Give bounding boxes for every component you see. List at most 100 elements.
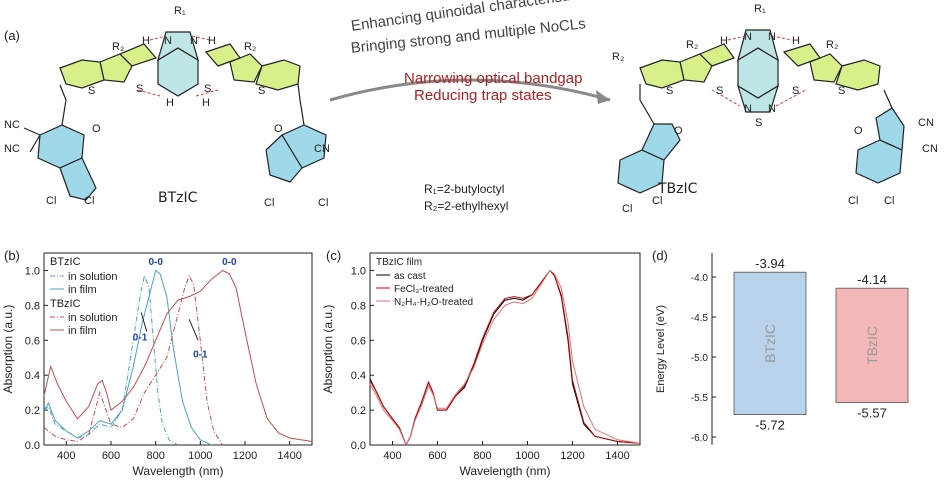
- x-tick-label: 600: [428, 450, 446, 462]
- annotation-arrow: [188, 319, 199, 341]
- series-line: [43, 274, 224, 446]
- y-axis-label: Absorption (a.u.): [321, 305, 335, 394]
- svg-text:Cl: Cl: [652, 195, 662, 207]
- svg-text:NC: NC: [4, 119, 20, 131]
- energy-level-chart: -4.0 -4.5 -5.0 -5.5 -6.0 Energy Level (eV) -3.…: [655, 253, 909, 445]
- series-line: [43, 269, 212, 446]
- svg-text:Cl: Cl: [622, 203, 632, 215]
- svg-text:O: O: [274, 123, 283, 135]
- svg-text:H: H: [142, 35, 150, 47]
- homo-label: -5.72: [755, 418, 785, 433]
- annotation-tbzic-01: 0-1: [193, 350, 208, 361]
- panel-b-label: (b): [4, 248, 20, 263]
- legend-btzic-title: BTzIC: [50, 256, 81, 268]
- x-tick-label: 400: [383, 450, 401, 462]
- svg-text:CN: CN: [314, 143, 330, 155]
- btzic-structure: R₁ N N H H H H R₂ R₂ S S S S O O NC NC C…: [4, 5, 330, 209]
- svg-text:R₂: R₂: [244, 41, 256, 53]
- x-tick-label: 1200: [233, 450, 257, 462]
- svg-text:Cl: Cl: [848, 195, 858, 207]
- svg-text:S: S: [258, 85, 265, 97]
- svg-text:S: S: [204, 83, 211, 95]
- y-tick-label: -4.0: [691, 273, 709, 284]
- y-tick-label: 0.0: [351, 440, 366, 452]
- svg-text:CN: CN: [918, 117, 934, 129]
- arrow-text-bottom-2: Reducing trap states: [414, 87, 552, 104]
- legend-tbzic-film: in film: [68, 325, 97, 337]
- svg-text:O: O: [92, 123, 101, 135]
- legend-n2h4: N₂H₄·H₂O-treated: [394, 297, 473, 308]
- x-tick-label: 1000: [188, 450, 212, 462]
- bar-name-label: BTzIC: [762, 324, 778, 363]
- tbzic-name: TBzIC: [658, 181, 698, 197]
- annotation-arrow: [140, 312, 148, 332]
- transformation-arrow: [329, 78, 611, 104]
- y-tick-label: -5.0: [691, 353, 709, 364]
- svg-text:R₁: R₁: [754, 3, 766, 15]
- annotation-tbzic-00: 0-0: [222, 257, 237, 268]
- absorption-chart-c: 400 600 800 1000 1200 1400 0.0 0.2 0.4 0.6 0.8 1.0 W…: [321, 252, 641, 478]
- svg-text:N: N: [768, 103, 776, 115]
- svg-text:S: S: [88, 85, 95, 97]
- lumo-label: -3.94: [755, 256, 785, 271]
- x-tick-label: 1200: [560, 450, 584, 462]
- annotation-btzic-00: 0-0: [148, 257, 163, 268]
- y-tick-label: 0.4: [351, 370, 366, 382]
- y-tick-label: 0.2: [25, 405, 40, 417]
- x-tick-label: 800: [473, 450, 491, 462]
- tbzic-structure: R₁ N N H H N N S R₂ R₂ R₂ S S S S O O NC…: [612, 3, 938, 215]
- svg-text:R₂: R₂: [686, 39, 698, 51]
- legend-fecl3: FeCl₃-treated: [394, 284, 454, 295]
- lumo-label: -4.14: [857, 272, 887, 287]
- x-tick-label: 400: [57, 450, 75, 462]
- svg-text:H: H: [208, 35, 216, 47]
- legend-title: TBzIC film: [376, 257, 422, 268]
- svg-text:R₁: R₁: [174, 5, 186, 17]
- y-tick-label: 0.4: [25, 370, 40, 382]
- svg-text:Cl: Cl: [318, 197, 328, 209]
- svg-text:H: H: [166, 97, 174, 109]
- x-tick-label: 1400: [605, 450, 629, 462]
- y-tick-label: 1.0: [25, 265, 40, 277]
- svg-text:Cl: Cl: [46, 195, 56, 207]
- y-tick-label: 0.0: [25, 440, 40, 452]
- svg-text:S: S: [136, 83, 143, 95]
- y-tick-label: -6.0: [691, 433, 709, 444]
- svg-text:N: N: [164, 35, 172, 47]
- x-tick-label: 600: [102, 450, 120, 462]
- bar-name-label: TBzIC: [864, 326, 880, 365]
- svg-text:O: O: [854, 125, 863, 137]
- x-tick-label: 1000: [515, 450, 539, 462]
- svg-text:N: N: [744, 103, 752, 115]
- arrow-text-bottom-1: Narrowing optical bandgap: [404, 70, 583, 87]
- legend-as-cast: as cast: [394, 271, 426, 282]
- r1-definition: R₁=2-butyloctyl: [424, 182, 505, 196]
- plot-frame: [369, 252, 641, 446]
- panel-d-label: (d): [652, 248, 668, 263]
- annotation-btzic-01: 0-1: [133, 332, 148, 343]
- svg-text:S: S: [716, 85, 723, 97]
- svg-text:R₂: R₂: [612, 51, 624, 63]
- svg-text:N: N: [744, 31, 752, 43]
- svg-text:R₂: R₂: [826, 39, 838, 51]
- svg-text:NC: NC: [4, 143, 20, 155]
- svg-text:Cl: Cl: [84, 195, 94, 207]
- legend-btzic-film: in film: [68, 284, 97, 296]
- svg-text:S: S: [838, 85, 845, 97]
- homo-label: -5.57: [857, 406, 887, 421]
- energy-bar-btzic: [733, 271, 807, 415]
- y-tick-label: 0.8: [25, 300, 40, 312]
- svg-text:S: S: [755, 117, 762, 129]
- y-tick-label: -5.5: [691, 393, 709, 404]
- x-tick-label: 1400: [277, 450, 301, 462]
- y-tick-label: 0.8: [351, 300, 366, 312]
- x-tick-label: 800: [146, 450, 164, 462]
- legend-tbzic-sol: in solution: [68, 312, 118, 324]
- panel-c-label: (c): [326, 248, 342, 263]
- absorption-chart-b: 400 600 800 1000 1200 1400 0.0 0.2 0.4 0.6 0.8 1.0 W…: [1, 252, 313, 478]
- series-line: [369, 269, 641, 447]
- svg-text:H: H: [202, 97, 210, 109]
- svg-text:R₂: R₂: [112, 41, 124, 53]
- svg-text:Cl: Cl: [264, 197, 274, 209]
- svg-text:S: S: [666, 85, 673, 97]
